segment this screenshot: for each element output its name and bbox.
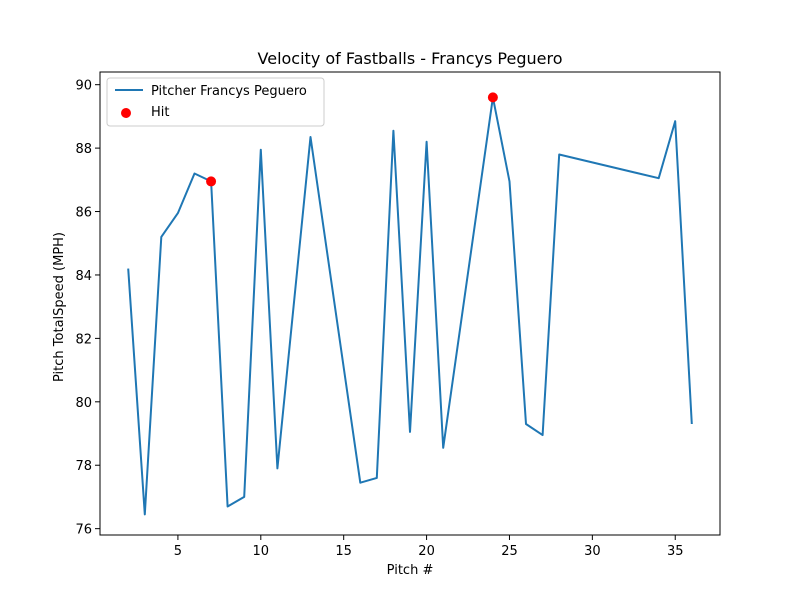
x-tick-label: 20	[418, 544, 435, 559]
legend: Pitcher Francys Peguero Hit	[106, 77, 325, 127]
data-marks	[127, 92, 693, 516]
x-tick-label: 15	[335, 544, 352, 559]
y-axis-label: Pitch TotalSpeed (MPH)	[52, 232, 67, 382]
y-tick-label: 76	[75, 523, 92, 538]
axes-frame	[99, 71, 721, 536]
legend-label-hit: Hit	[151, 105, 169, 120]
x-tick-label: 10	[253, 544, 270, 559]
hit-point	[487, 92, 498, 103]
x-tick-label: 5	[174, 544, 182, 559]
chart-title: Velocity of Fastballs - Francys Peguero	[258, 49, 563, 68]
y-tick-label: 80	[75, 396, 92, 411]
velocity-series-line	[127, 96, 693, 516]
x-axis-label: Pitch #	[387, 563, 434, 578]
y-tick-label: 88	[75, 142, 92, 157]
y-tick-label: 82	[75, 332, 92, 347]
y-tick-label: 86	[75, 206, 92, 221]
hit-point	[206, 176, 217, 187]
y-tick-label: 90	[75, 79, 92, 94]
x-tick-label: 25	[501, 544, 518, 559]
axis-ticks: 5 10 15 20 25 30 35 76 78 80 82 84 86 88 90	[75, 79, 683, 559]
legend-dot-swatch	[121, 108, 131, 118]
legend-label-line: Pitcher Francys Peguero	[151, 84, 307, 99]
x-tick-label: 30	[584, 544, 601, 559]
y-tick-label: 78	[75, 459, 92, 474]
x-tick-label: 35	[667, 544, 684, 559]
legend-box	[106, 77, 325, 127]
y-tick-label: 84	[75, 269, 92, 284]
